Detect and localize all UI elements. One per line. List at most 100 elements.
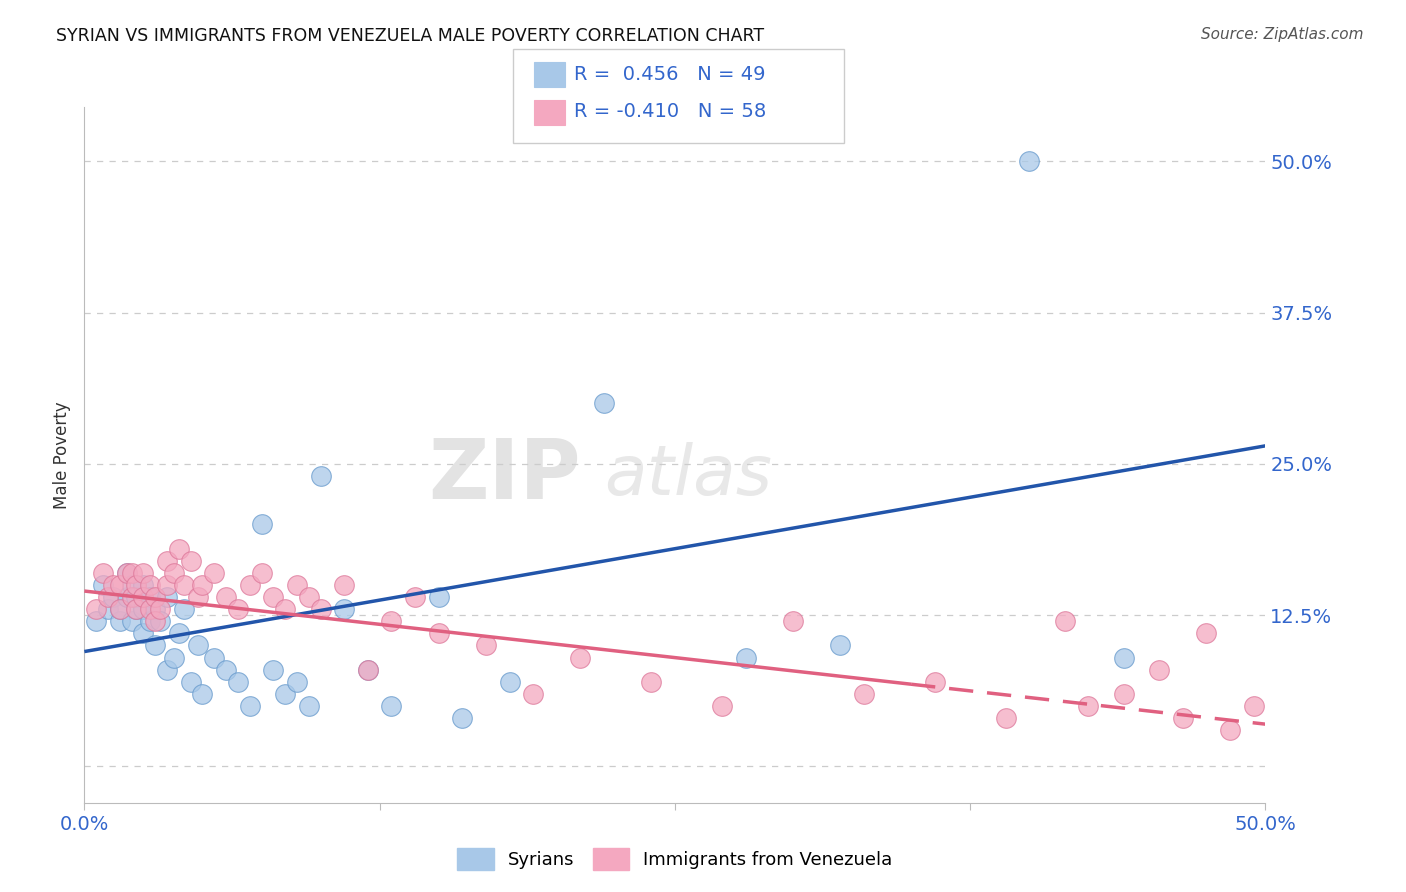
Point	[250, 566, 273, 580]
Point	[156, 554, 179, 568]
Point	[108, 578, 131, 592]
Point	[121, 590, 143, 604]
Point	[173, 602, 195, 616]
Point	[115, 566, 138, 580]
Text: Source: ZipAtlas.com: Source: ZipAtlas.com	[1201, 27, 1364, 42]
Y-axis label: Male Poverty: Male Poverty	[53, 401, 72, 508]
Point	[132, 626, 155, 640]
Point	[994, 711, 1017, 725]
Point	[640, 674, 662, 689]
Point	[215, 663, 238, 677]
Point	[250, 517, 273, 532]
Point	[298, 590, 321, 604]
Point	[782, 615, 804, 629]
Point	[1077, 698, 1099, 713]
Point	[262, 590, 284, 604]
Point	[149, 615, 172, 629]
Point	[143, 615, 166, 629]
Point	[1053, 615, 1076, 629]
Point	[852, 687, 875, 701]
Point	[180, 554, 202, 568]
Point	[734, 650, 756, 665]
Point	[143, 590, 166, 604]
Point	[108, 615, 131, 629]
Point	[215, 590, 238, 604]
Point	[1112, 687, 1135, 701]
Point	[163, 650, 186, 665]
Point	[108, 602, 131, 616]
Text: SYRIAN VS IMMIGRANTS FROM VENEZUELA MALE POVERTY CORRELATION CHART: SYRIAN VS IMMIGRANTS FROM VENEZUELA MALE…	[56, 27, 765, 45]
Point	[108, 602, 131, 616]
Point	[125, 602, 148, 616]
Point	[156, 590, 179, 604]
Point	[298, 698, 321, 713]
Point	[132, 590, 155, 604]
Point	[404, 590, 426, 604]
Point	[285, 578, 308, 592]
Point	[202, 566, 225, 580]
Point	[132, 578, 155, 592]
Point	[91, 566, 114, 580]
Point	[274, 602, 297, 616]
Point	[139, 578, 162, 592]
Point	[139, 590, 162, 604]
Point	[1219, 723, 1241, 738]
Point	[163, 566, 186, 580]
Point	[333, 578, 356, 592]
Point	[84, 615, 107, 629]
Point	[357, 663, 380, 677]
Point	[830, 639, 852, 653]
Point	[427, 626, 450, 640]
Point	[132, 566, 155, 580]
Point	[451, 711, 474, 725]
Point	[173, 578, 195, 592]
Point	[125, 578, 148, 592]
Point	[191, 578, 214, 592]
Text: R = -0.410   N = 58: R = -0.410 N = 58	[574, 102, 766, 121]
Point	[333, 602, 356, 616]
Point	[149, 602, 172, 616]
Point	[1195, 626, 1218, 640]
Point	[309, 602, 332, 616]
Point	[121, 566, 143, 580]
Point	[262, 663, 284, 677]
Point	[380, 698, 402, 713]
Point	[924, 674, 946, 689]
Text: ZIP: ZIP	[427, 435, 581, 516]
Point	[125, 602, 148, 616]
Point	[593, 396, 616, 410]
Point	[101, 590, 124, 604]
Point	[1243, 698, 1265, 713]
Point	[1147, 663, 1170, 677]
Point	[475, 639, 498, 653]
Point	[139, 615, 162, 629]
Point	[1018, 154, 1040, 169]
Point	[121, 615, 143, 629]
Point	[125, 590, 148, 604]
Point	[91, 578, 114, 592]
Text: R =  0.456   N = 49: R = 0.456 N = 49	[574, 64, 765, 84]
Point	[115, 590, 138, 604]
Point	[84, 602, 107, 616]
Point	[285, 674, 308, 689]
Point	[97, 602, 120, 616]
Legend: Syrians, Immigrants from Venezuela: Syrians, Immigrants from Venezuela	[450, 841, 900, 877]
Point	[191, 687, 214, 701]
Point	[156, 663, 179, 677]
Point	[427, 590, 450, 604]
Point	[167, 541, 190, 556]
Point	[309, 469, 332, 483]
Point	[569, 650, 592, 665]
Point	[115, 566, 138, 580]
Point	[226, 602, 249, 616]
Point	[357, 663, 380, 677]
Point	[274, 687, 297, 701]
Point	[143, 602, 166, 616]
Point	[132, 602, 155, 616]
Point	[1112, 650, 1135, 665]
Point	[156, 578, 179, 592]
Point	[711, 698, 734, 713]
Point	[498, 674, 520, 689]
Text: atlas: atlas	[605, 442, 772, 509]
Point	[101, 578, 124, 592]
